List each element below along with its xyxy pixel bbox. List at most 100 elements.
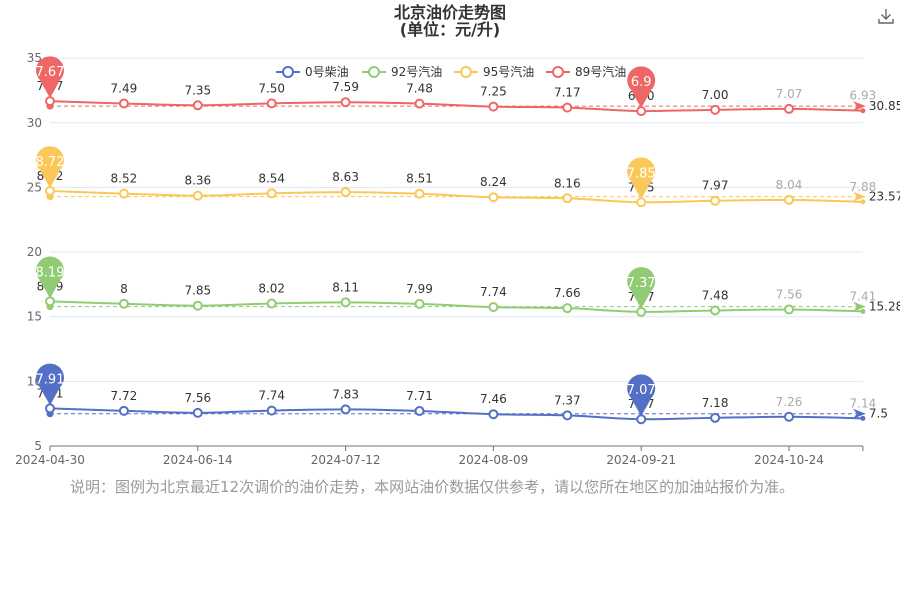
data-point[interactable] [710,412,721,423]
average-value-label: 7.5 [869,407,888,421]
data-point[interactable] [414,98,425,109]
data-point[interactable] [266,98,277,109]
data-point[interactable] [562,303,573,314]
data-label: 7.71 [406,389,433,403]
data-label: 8.51 [406,172,433,186]
data-point[interactable] [710,305,721,316]
data-point[interactable] [118,98,129,109]
data-point[interactable] [192,190,203,201]
legend-label: 92号汽油 [391,64,442,79]
max-pin-label: 7.91 [36,372,65,387]
data-point[interactable] [45,186,55,197]
data-point[interactable] [340,297,351,308]
data-point[interactable] [784,194,794,205]
min-pin-label: 7.85 [627,166,656,181]
data-point[interactable] [266,405,277,416]
data-label: 7.72 [111,389,138,403]
data-point[interactable] [118,298,129,309]
data-label: 7.74 [258,389,285,403]
data-point[interactable] [414,405,425,416]
legend-item-0[interactable]: 0号柴油 [276,65,349,79]
data-point[interactable] [192,100,203,111]
series-line [49,190,863,204]
max-pin-shape [36,363,65,406]
average-value-label: 23.57 [869,190,900,204]
data-point[interactable] [784,304,794,315]
data-label: 7.97 [702,179,729,193]
data-point[interactable] [192,300,203,311]
data-point[interactable] [118,188,129,199]
series-2: 23.578.728.528.368.548.638.518.248.167.8… [37,169,900,208]
x-tick-label: 2024-07-12 [311,453,381,467]
data-point[interactable] [488,302,499,313]
legend-item-1[interactable]: 92号汽油 [362,64,442,79]
series-0: 7.57.917.727.567.747.837.717.467.377.077… [37,386,888,425]
min-pin-label: 7.07 [627,383,656,398]
data-point[interactable] [636,197,647,208]
data-label: 8.52 [111,172,138,186]
data-point[interactable] [340,97,351,108]
data-point[interactable] [340,187,351,198]
data-point[interactable] [860,415,866,421]
data-label: 7.07 [776,87,803,101]
legend-item-3[interactable]: 89号汽油 [546,64,626,79]
data-point[interactable] [488,101,499,112]
min-pin: 7.07 [627,374,656,417]
data-point[interactable] [266,188,277,199]
data-point[interactable] [414,298,425,309]
data-point[interactable] [192,407,203,418]
min-pin-shape [627,267,656,309]
data-point[interactable] [266,298,277,309]
data-point[interactable] [860,199,866,205]
data-point[interactable] [414,188,425,199]
series-line [49,407,863,421]
data-label: 8.54 [258,171,285,185]
series-line [49,100,863,113]
average-line-arrow [852,301,866,312]
data-label: 8.11 [332,280,359,294]
data-point[interactable] [784,103,794,114]
data-point[interactable] [636,414,647,425]
data-label: 7.17 [554,86,581,100]
chart-subtitle: (单位：元/升) [399,20,501,39]
x-tick-label: 2024-08-09 [459,453,529,467]
data-point[interactable] [45,96,55,107]
average-line-arrow [852,408,866,419]
data-point[interactable] [710,195,721,206]
download-icon [878,9,894,24]
data-label: 7.59 [332,80,359,94]
data-point[interactable] [562,193,573,204]
data-point[interactable] [562,410,573,421]
data-point[interactable] [562,102,573,113]
chart-note: 说明：图例为北京最近12次调价的油价走势，本网站油价数据仅供参考，请以您所在地区… [70,478,795,496]
min-pin-label: 7.37 [627,276,656,291]
download-button[interactable] [876,6,896,26]
data-point[interactable] [118,405,129,416]
data-point[interactable] [784,411,794,422]
data-label: 7.56 [776,287,803,301]
data-point[interactable] [45,296,55,307]
data-point[interactable] [45,403,55,414]
chart-title-block: 北京油价走势图 (单位：元/升) [0,4,900,38]
data-point[interactable] [636,306,647,317]
max-pin-shape [36,256,65,299]
data-point[interactable] [860,108,866,114]
min-pin-shape [627,374,656,417]
x-tick-label: 2024-10-24 [754,453,824,467]
data-label: 7.85 [184,284,211,298]
data-label: 7.48 [702,288,729,302]
data-point[interactable] [488,192,499,203]
data-point[interactable] [488,409,499,420]
data-label: 7.14 [850,396,877,410]
legend[interactable]: 0号柴油 92号汽油 95号汽油 89号汽油 [276,64,626,79]
data-label: 7.41 [850,289,877,303]
data-point[interactable] [860,308,866,314]
data-point[interactable] [340,404,351,415]
data-point[interactable] [710,104,721,115]
data-point[interactable] [636,106,647,117]
legend-item-2[interactable]: 95号汽油 [454,64,534,79]
average-value-label: 15.28 [869,300,900,314]
data-label: 7.37 [554,393,581,407]
x-tick-label: 2024-09-21 [606,453,676,467]
